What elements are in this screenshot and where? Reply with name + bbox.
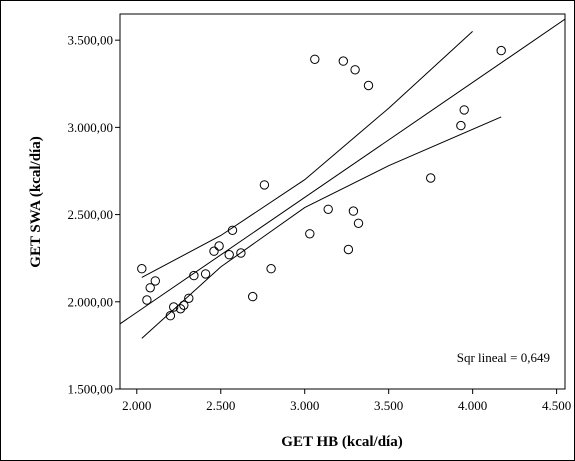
y-tick-label: 3.500,00: [68, 33, 114, 48]
data-point: [259, 180, 270, 190]
y-tick-label: 1.500,00: [68, 382, 114, 397]
y-axis-title: GET SWA (kcal/día): [28, 136, 44, 267]
data-point: [189, 270, 199, 281]
data-point: [142, 295, 152, 305]
data-point: [343, 244, 354, 255]
data-point: [459, 105, 469, 115]
data-point: [137, 264, 147, 274]
x-tick-label: 4.000: [458, 398, 487, 413]
fit-lines: [120, 18, 565, 339]
x-tick-label: 4.500: [542, 398, 571, 413]
data-point: [266, 264, 276, 274]
data-point: [426, 173, 436, 183]
data-point: [175, 304, 186, 314]
data-point: [310, 54, 320, 64]
x-axis-title: GET HB (kcal/día): [281, 434, 402, 450]
x-axis-ticks: 2.000 2.500 3.000 3.500 4.000 4.500: [122, 389, 571, 413]
y-tick-label: 2.500,00: [68, 207, 114, 222]
data-point: [227, 225, 238, 236]
x-tick-label: 3.500: [374, 398, 403, 413]
confidence-upper-line: [141, 31, 473, 278]
confidence-lower-line: [141, 116, 502, 339]
data-point: [348, 206, 359, 216]
regression-line: [120, 18, 565, 325]
data-point: [179, 300, 189, 310]
data-point: [169, 302, 179, 312]
data-point: [224, 250, 234, 260]
data-point: [184, 293, 194, 303]
data-point: [496, 45, 506, 56]
y-tick-label: 2.000,00: [68, 294, 114, 309]
data-point: [353, 218, 364, 229]
data-point: [456, 120, 466, 131]
data-point: [145, 283, 155, 293]
x-tick-label: 2.500: [206, 398, 235, 413]
data-point: [305, 229, 315, 239]
x-tick-label: 2.000: [122, 398, 151, 413]
data-point: [150, 276, 161, 286]
data-point: [248, 291, 258, 302]
y-tick-label: 3.000,00: [68, 120, 114, 135]
x-tick-label: 3.000: [290, 398, 319, 413]
data-point: [214, 241, 224, 251]
data-point: [236, 248, 246, 258]
data-point: [165, 311, 176, 321]
data-point: [209, 246, 219, 256]
data-point: [338, 56, 348, 66]
data-point: [323, 204, 333, 215]
data-point: [363, 80, 374, 91]
data-point: [350, 65, 360, 75]
data-point: [200, 269, 211, 279]
r-squared-annotation: Sqr lineal = 0,649: [457, 350, 550, 365]
plot-area: [119, 13, 566, 390]
data-points: [137, 45, 506, 321]
y-axis-ticks: 1.500,00 2.000,00 2.500,00 3.000,00 3.500,00: [68, 33, 120, 397]
